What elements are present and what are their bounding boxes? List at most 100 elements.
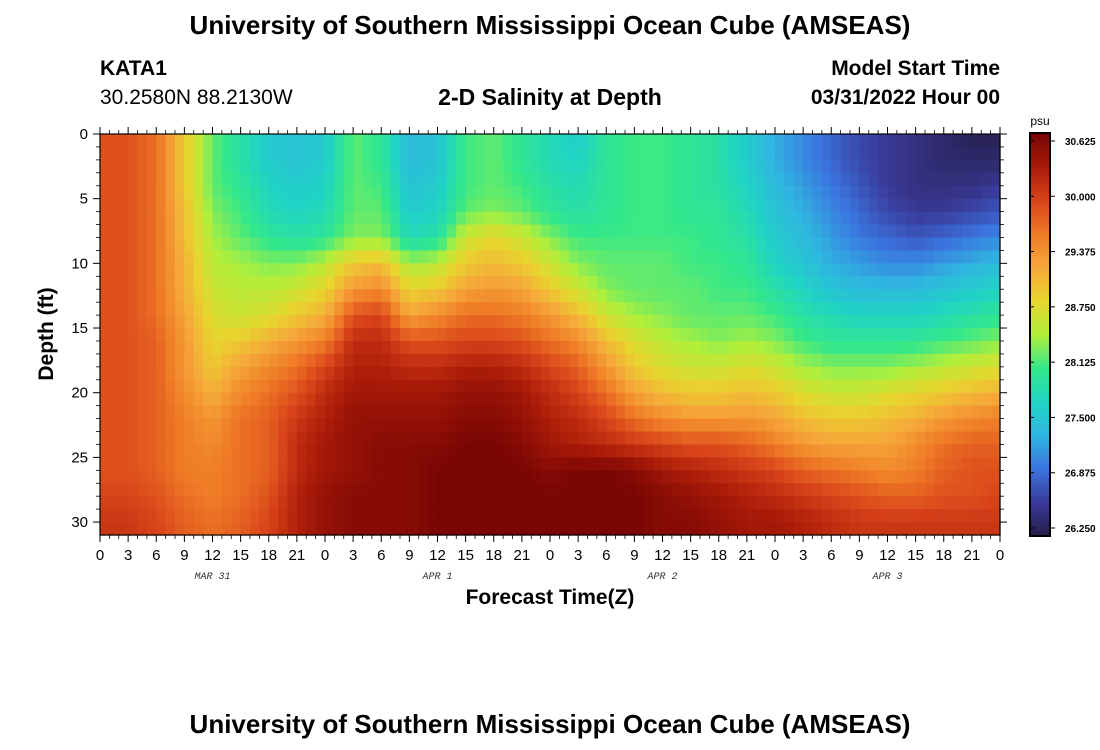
heatmap-cell [521,509,532,523]
heatmap-cell [587,522,598,536]
heatmap-cell [962,353,973,368]
heatmap-cell [681,211,692,226]
heatmap-cell [512,483,523,497]
heatmap-cell [821,457,832,471]
heatmap-cell [156,496,167,510]
heatmap-cell [981,366,992,381]
heatmap-cell [493,315,504,329]
heatmap-cell [625,198,635,213]
heatmap-cell [878,172,889,187]
heatmap-cell [634,185,645,200]
heatmap-cell [878,198,889,213]
heatmap-cell [643,289,654,303]
heatmap-cell [175,379,185,394]
heatmap-cell [887,340,898,355]
heatmap-cell [278,250,289,264]
heatmap-cell [531,185,542,200]
heatmap-cell [278,457,289,471]
heatmap-cell [971,159,982,174]
heatmap-cell [868,315,879,329]
heatmap-cell [231,134,242,148]
chart-subtitle: 2-D Salinity at Depth [438,84,662,110]
heatmap-cell [165,444,176,458]
heatmap-cell [325,211,335,226]
heatmap-cell [671,418,682,433]
heatmap-cell [390,328,401,342]
heatmap-cell [446,224,457,239]
heatmap-cell [840,522,851,536]
heatmap-cell [409,315,420,329]
heatmap-cell [493,185,504,200]
heatmap-cell [390,289,401,303]
heatmap-cell [325,483,335,497]
heatmap-cell [437,328,448,342]
heatmap-cell [493,392,504,407]
heatmap-cell [925,496,935,510]
heatmap-cell [568,366,579,381]
heatmap-cell [240,224,251,239]
heatmap-cell [493,198,504,213]
heatmap-cell [559,276,570,290]
heatmap-cell [812,198,823,213]
heatmap-cell [746,172,757,187]
heatmap-cell [306,198,317,213]
heatmap-cell [568,509,579,523]
heatmap-cell [859,211,870,226]
heatmap-cell [231,276,242,290]
heatmap-cell [437,483,448,497]
heatmap-cell [662,237,673,252]
heatmap-cell [381,340,392,355]
heatmap-cell [446,353,457,368]
x-tick-label: 9 [180,547,188,564]
heatmap-cell [437,302,448,316]
heatmap-cell [475,211,485,226]
heatmap-cell [859,496,870,510]
heatmap-cell [971,366,982,381]
heatmap-cell [812,315,823,329]
heatmap-cell [100,211,110,226]
heatmap-cell [531,289,542,303]
heatmap-cell [306,185,317,200]
heatmap-cell [334,237,345,252]
heatmap-cell [775,263,785,277]
colorbar-tick-label: 28.750 [1065,303,1096,314]
heatmap-cell [512,509,523,523]
heatmap-cell [840,198,851,213]
heatmap-cell [587,198,598,213]
heatmap-cell [690,522,701,536]
heatmap-cell [587,379,598,394]
heatmap-cell [353,496,364,510]
heatmap-cell [700,444,710,458]
heatmap-cell [315,509,326,523]
heatmap-cell [643,146,654,161]
heatmap-cell [737,302,748,316]
heatmap-cell [934,302,945,316]
heatmap-cell [118,496,129,510]
heatmap-cell [221,250,232,264]
heatmap-cell [840,224,851,239]
heatmap-cell [775,250,785,264]
heatmap-cell [596,263,607,277]
x-tick-label: 3 [799,547,807,564]
heatmap-cell [390,276,401,290]
heatmap-cell [559,431,570,446]
heatmap-cell [690,263,701,277]
heatmap-cell [840,483,851,497]
heatmap-cell [484,146,495,161]
heatmap-cell [137,470,148,484]
heatmap-cell [306,444,317,458]
heatmap-cell [278,172,289,187]
heatmap-cell [559,522,570,536]
heatmap-cell [540,405,551,420]
heatmap-cell [775,315,785,329]
heatmap-cell [896,496,907,510]
heatmap-cell [128,237,139,252]
heatmap-cell [943,237,954,252]
heatmap-cell [784,328,795,342]
heatmap-cell [671,392,682,407]
heatmap-cell [784,470,795,484]
heatmap-cell [690,366,701,381]
heatmap-cell [437,470,448,484]
heatmap-cell [193,457,204,471]
heatmap-cell [681,379,692,394]
